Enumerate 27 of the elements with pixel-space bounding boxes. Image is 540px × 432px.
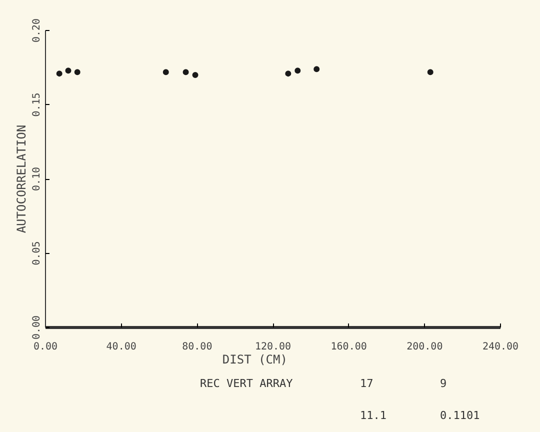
point <box>74 69 80 76</box>
point <box>162 69 169 76</box>
y-axis-title: AUTOCORRELATION <box>14 124 28 234</box>
point <box>427 69 434 76</box>
x-tick-label: 120.00 <box>254 342 292 352</box>
point <box>314 66 320 72</box>
x-axis-title: DIST (CM) <box>222 352 288 366</box>
y-tick-label: 0.15 <box>32 92 42 117</box>
x-tick-label: 80.00 <box>182 342 212 352</box>
y-tick-label: 0.20 <box>32 18 42 43</box>
point <box>65 68 72 74</box>
x-tick-label: 240.00 <box>482 342 519 352</box>
point <box>294 68 301 74</box>
point <box>285 70 292 77</box>
point <box>192 72 198 78</box>
x-tick-label: 160.00 <box>330 342 367 352</box>
text: 9 <box>440 376 447 392</box>
point <box>56 70 62 77</box>
y-tick-label: 0.05 <box>32 241 42 266</box>
text: 17 <box>360 376 374 392</box>
x-tick-label: 40.00 <box>106 342 136 352</box>
point <box>182 69 189 76</box>
text: 0.1101 <box>440 408 480 424</box>
text: 11.1 <box>360 408 386 424</box>
x-tick-label: 200.00 <box>406 342 443 352</box>
text: REC VERT ARRAY <box>200 376 293 392</box>
y-tick-label: 0.10 <box>32 166 42 192</box>
